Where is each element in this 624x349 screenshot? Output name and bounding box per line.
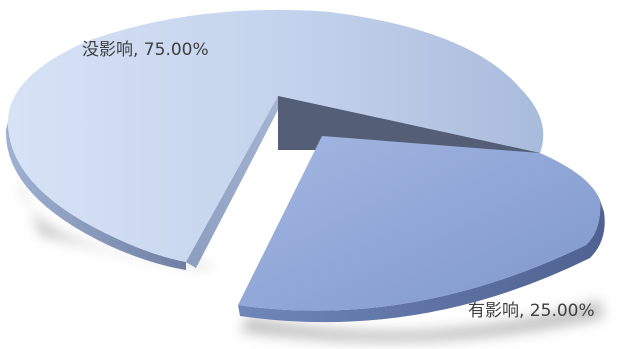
pie-slice-no-impact-wall-left (186, 96, 278, 268)
pie-shadow (20, 178, 604, 343)
pie-slice-no-impact-top (8, 9, 544, 262)
pie-slice-impact (238, 136, 605, 323)
pie-label-no-impact: 没影响, 75.00% (82, 40, 209, 60)
pie-slice-impact-top (238, 136, 601, 311)
pie-label-impact: 有影响, 25.00% (468, 301, 595, 321)
pie-slice-impact-side (238, 200, 605, 323)
pie-slice-no-impact-side (5, 122, 187, 270)
pie-slice-no-impact (5, 9, 544, 270)
